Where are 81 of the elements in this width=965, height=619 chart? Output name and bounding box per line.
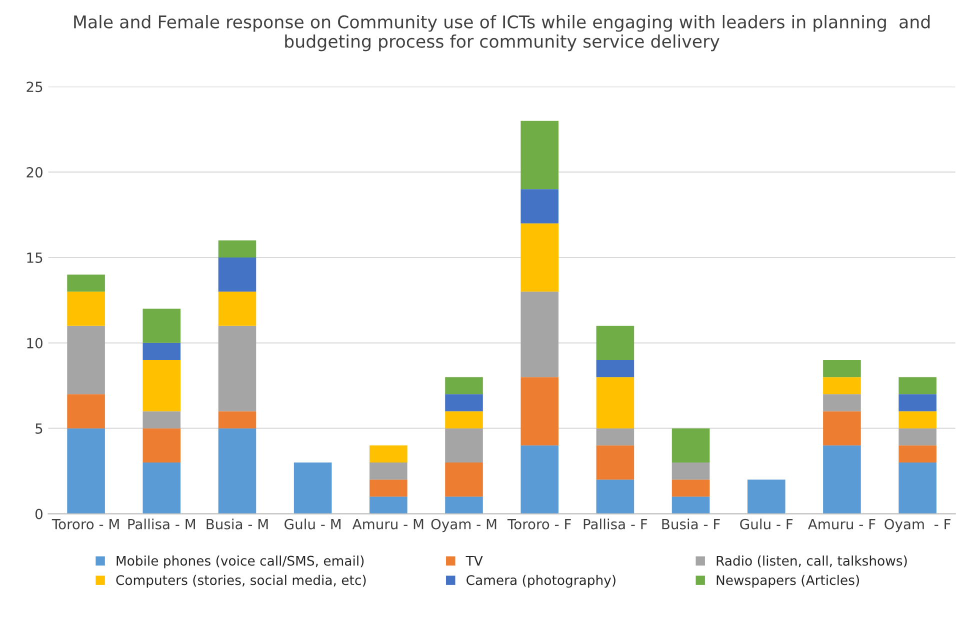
bar xyxy=(823,360,861,378)
x-tick-label: Oyam - F xyxy=(884,518,950,532)
bar xyxy=(672,496,710,514)
x-tick-label: Busia - F xyxy=(662,518,720,530)
x-tick-label: Gulu - M xyxy=(284,518,340,530)
y-tick-label: 10 xyxy=(27,338,42,348)
bar xyxy=(520,120,558,190)
x-tick-label: Tororo - M xyxy=(52,519,119,530)
bar xyxy=(672,480,710,497)
x-tick-label: Busia - M xyxy=(206,518,268,530)
x-tick-label: Gulu - F xyxy=(740,518,793,530)
x-tick-label: Pallisa - F xyxy=(584,518,648,530)
bar xyxy=(596,360,634,378)
legend-label: TV xyxy=(466,556,483,566)
bar xyxy=(898,462,936,514)
bar xyxy=(67,394,105,428)
bar xyxy=(218,428,256,514)
bar xyxy=(520,445,558,514)
bar xyxy=(898,377,936,394)
x-tick-label: Pallisa - M xyxy=(128,518,195,530)
bar xyxy=(445,394,483,412)
y-tick-label: 5 xyxy=(36,424,42,434)
bar xyxy=(445,496,483,514)
bar xyxy=(142,342,181,360)
bar xyxy=(218,326,256,412)
bar xyxy=(596,377,634,428)
legend-label: Mobile phones (voice call/SMS, email) xyxy=(116,556,364,568)
bar xyxy=(672,428,710,463)
bar xyxy=(520,377,558,446)
bar xyxy=(898,428,936,446)
bar xyxy=(823,411,861,446)
bar xyxy=(218,411,256,428)
bar xyxy=(596,428,634,446)
x-tick-label: Amuru - F xyxy=(808,519,876,530)
bar xyxy=(67,292,105,326)
bar xyxy=(823,377,861,394)
y-tick-label: 25 xyxy=(26,82,42,92)
bar xyxy=(596,445,634,480)
bar xyxy=(370,480,408,497)
bar xyxy=(672,462,710,480)
bar xyxy=(218,258,256,292)
x-tick-label: Amuru - M xyxy=(352,519,424,530)
bar xyxy=(823,394,861,412)
bar xyxy=(370,445,408,463)
bar xyxy=(67,326,105,394)
bar xyxy=(142,462,181,514)
y-tick-label: 0 xyxy=(35,508,42,520)
bar xyxy=(67,274,105,292)
bar xyxy=(142,428,181,463)
bar xyxy=(370,496,408,514)
bar xyxy=(520,189,558,224)
legend-label: Computers (stories, social media, etc) xyxy=(116,574,366,588)
bar xyxy=(142,308,181,343)
bar xyxy=(142,360,181,412)
chart-title: Male and Female response on Community use of ICTs while engaging with leaders in planning and budgeting process for community service delivery xyxy=(74,15,930,52)
legend-label: Radio (listen, call, talkshows) xyxy=(716,556,907,568)
bar xyxy=(898,394,936,412)
bar xyxy=(596,480,634,514)
bar xyxy=(142,411,181,428)
bar xyxy=(898,445,936,463)
bar xyxy=(218,292,256,326)
bar xyxy=(218,240,256,258)
legend-label: Newspapers (Articles) xyxy=(716,574,859,588)
legend-label: Camera (photography) xyxy=(466,574,616,588)
bar xyxy=(898,411,936,428)
bar xyxy=(823,445,861,514)
bar xyxy=(596,326,634,360)
bar xyxy=(747,480,786,514)
y-tick-label: 15 xyxy=(27,252,42,263)
bar xyxy=(445,462,483,497)
bar xyxy=(294,462,332,514)
bar xyxy=(445,377,483,394)
bar xyxy=(370,462,408,480)
bar xyxy=(520,223,558,292)
bar xyxy=(445,428,483,463)
y-tick-label: 20 xyxy=(26,167,42,178)
bar xyxy=(520,292,558,378)
x-tick-label: Tororo - F xyxy=(507,519,571,530)
bar xyxy=(445,411,483,428)
x-tick-label: Oyam - M xyxy=(431,518,496,532)
bar xyxy=(67,428,105,514)
